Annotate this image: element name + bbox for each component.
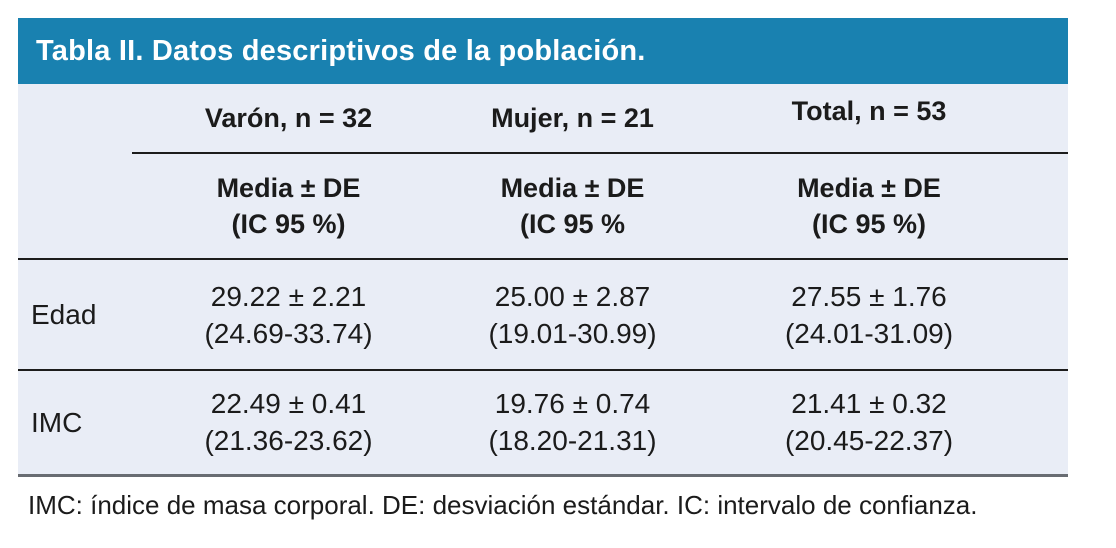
cell-edad-mujer-ci: (19.01-30.99) (488, 317, 657, 349)
subheader-total: Media ± DE (IC 95 %) (700, 153, 1068, 260)
table-footnote: IMC: índice de masa corporal. DE: desvia… (28, 489, 978, 520)
stub-cell (18, 153, 132, 260)
cell-edad-total: 27.55 ± 1.76 (24.01-31.09) (700, 259, 1068, 371)
cell-edad-total-ci: (24.01-31.09) (784, 317, 954, 349)
cell-imc-total-value: 21.41 ± 0.32 (791, 388, 947, 420)
subheader-mujer-line2: (IC 95 % (519, 209, 626, 239)
cell-imc-mujer: 19.76 ± 0.74 (18.20-21.31) (445, 370, 700, 477)
subheader-mujer: Media ± DE (IC 95 % (445, 153, 700, 260)
subheader-varon-line1: Media ± DE (216, 173, 361, 203)
group-header-row: Varón, n = 32 Mujer, n = 21 Total, n = 5… (18, 84, 1068, 154)
cell-edad-varon: 29.22 ± 2.21 (24.69-33.74) (132, 259, 445, 371)
table-row-imc: IMC 22.49 ± 0.41 (21.36-23.62) 19.76 ± 0… (18, 370, 1068, 477)
table-row-edad: Edad 29.22 ± 2.21 (24.69-33.74) 25.00 ± … (18, 259, 1068, 371)
subheader-varon: Media ± DE (IC 95 %) (132, 153, 445, 260)
cell-imc-mujer-ci: (18.20-21.31) (488, 425, 657, 457)
cell-imc-total: 21.41 ± 0.32 (20.45-22.37) (700, 370, 1068, 477)
table-title: Tabla II. Datos descriptivos de la pobla… (36, 34, 646, 67)
row-label-edad: Edad (18, 259, 132, 371)
cell-imc-varon-value: 22.49 ± 0.41 (210, 388, 367, 420)
column-header-mujer: Mujer, n = 21 (445, 84, 700, 154)
table-figure: Tabla II. Datos descriptivos de la pobla… (18, 18, 1068, 520)
cell-imc-mujer-value: 19.76 ± 0.74 (494, 388, 651, 420)
table-title-bar: Tabla II. Datos descriptivos de la pobla… (18, 18, 1068, 84)
column-header-total: Total, n = 53 (700, 84, 1068, 154)
cell-edad-varon-ci: (24.69-33.74) (204, 317, 373, 349)
cell-imc-varon-ci: (21.36-23.62) (204, 425, 373, 457)
row-label-imc: IMC (18, 370, 132, 477)
subheader-total-line1: Media ± DE (797, 173, 941, 203)
subheader-row: Media ± DE (IC 95 %) Media ± DE (IC 95 %… (18, 153, 1068, 260)
cell-edad-mujer: 25.00 ± 2.87 (19.01-30.99) (445, 259, 700, 371)
cell-edad-varon-value: 29.22 ± 2.21 (210, 280, 367, 312)
stub-cell (18, 84, 132, 153)
descriptive-stats-table: Varón, n = 32 Mujer, n = 21 Total, n = 5… (18, 84, 1068, 477)
cell-edad-mujer-value: 25.00 ± 2.87 (494, 280, 651, 312)
cell-edad-total-value: 27.55 ± 1.76 (791, 280, 947, 312)
subheader-varon-line2: (IC 95 %) (231, 209, 346, 239)
cell-imc-total-ci: (20.45-22.37) (784, 425, 954, 457)
column-header-total-label: Total, n = 53 (791, 95, 947, 126)
subheader-total-line2: (IC 95 %) (811, 209, 927, 239)
cell-imc-varon: 22.49 ± 0.41 (21.36-23.62) (132, 370, 445, 477)
subheader-mujer-line1: Media ± DE (500, 173, 645, 203)
column-header-varon: Varón, n = 32 (132, 84, 445, 154)
